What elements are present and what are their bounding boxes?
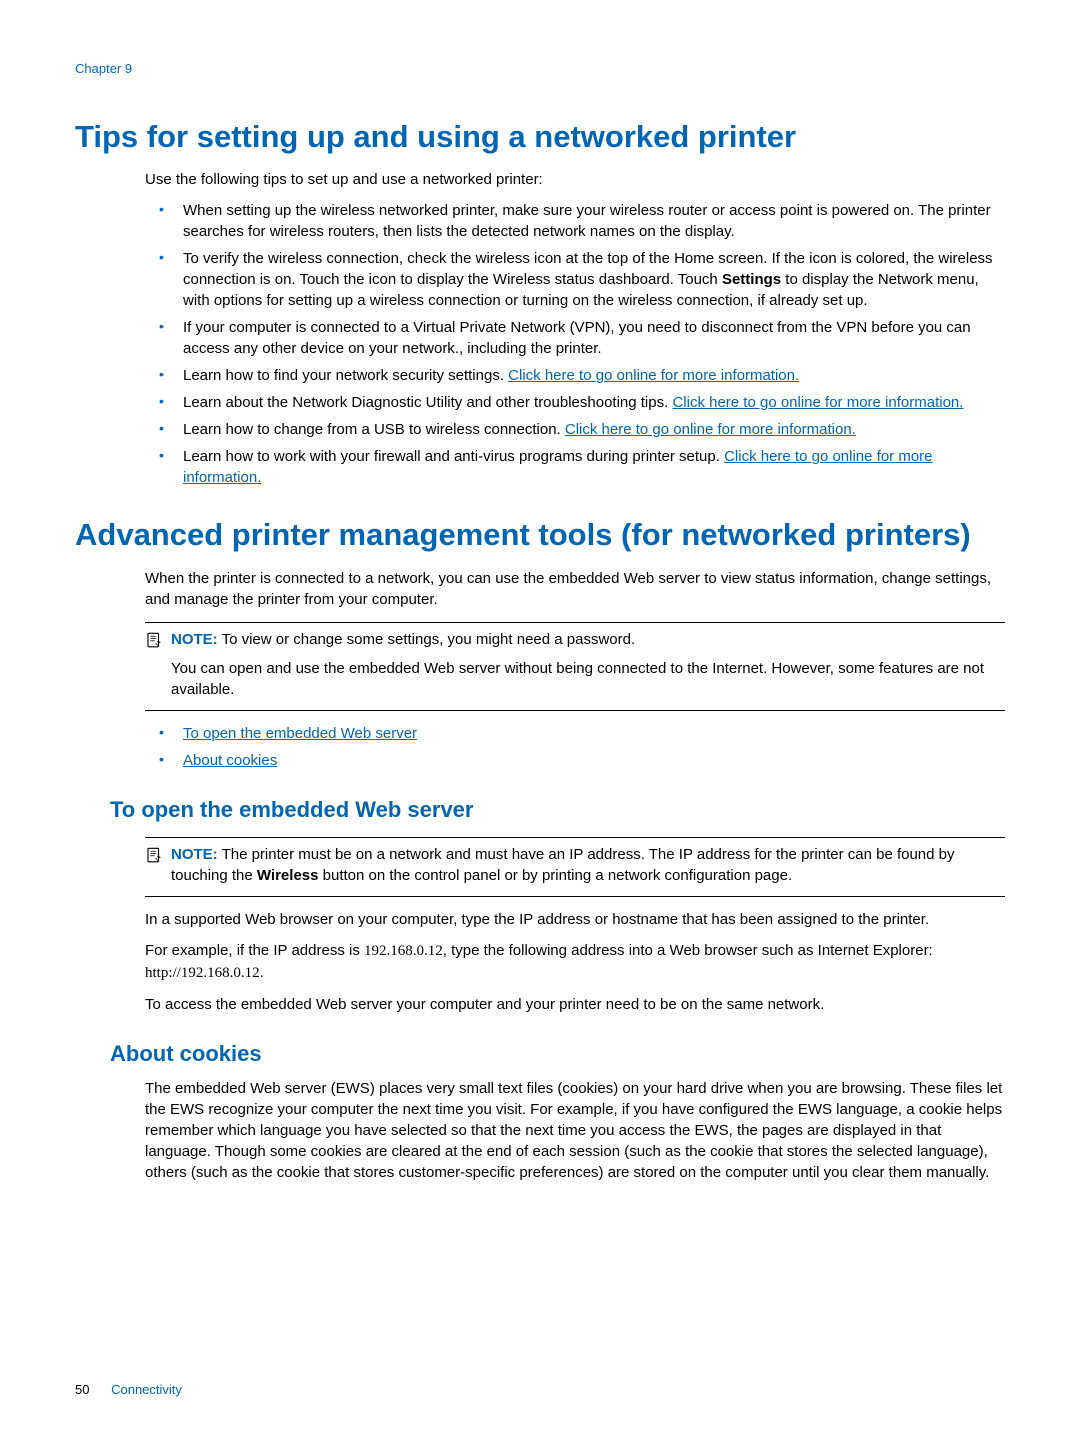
tip-item: When setting up the wireless networked p… xyxy=(145,200,1005,242)
note-bold: Wireless xyxy=(257,867,319,884)
open-paragraph: In a supported Web browser on your compu… xyxy=(145,909,1005,930)
toc-link[interactable]: About cookies xyxy=(183,752,277,769)
toc-list: To open the embedded Web server About co… xyxy=(145,723,1005,771)
tip-link[interactable]: Click here to go online for more informa… xyxy=(508,367,799,384)
tip-item: Learn how to work with your firewall and… xyxy=(145,446,1005,488)
url-text: http://192.168.0.12 xyxy=(145,965,260,981)
note-block: NOTE: The printer must be on a network a… xyxy=(145,837,1005,897)
tips-list: When setting up the wireless networked p… xyxy=(145,200,1005,488)
open-paragraph: To access the embedded Web server your c… xyxy=(145,994,1005,1015)
tip-item: Learn how to change from a USB to wirele… xyxy=(145,419,1005,440)
tip-bold: Settings xyxy=(722,271,781,288)
tip-text: Learn how to find your network security … xyxy=(183,367,508,384)
footer-page-number: 50 xyxy=(75,1382,89,1397)
toc-item: About cookies xyxy=(145,750,1005,771)
heading-tips: Tips for setting up and using a networke… xyxy=(75,118,1005,155)
page-footer: 50 Connectivity xyxy=(75,1381,182,1399)
toc-item: To open the embedded Web server xyxy=(145,723,1005,744)
note-label: NOTE: xyxy=(171,631,218,648)
open-text: , type the following address into a Web … xyxy=(443,942,933,959)
note-text: button on the control panel or by printi… xyxy=(318,867,792,884)
footer-section-name: Connectivity xyxy=(111,1382,182,1397)
heading-advanced: Advanced printer management tools (for n… xyxy=(75,516,1005,553)
note-content: NOTE: To view or change some settings, y… xyxy=(171,629,635,650)
open-text: . xyxy=(260,964,264,981)
advanced-intro: When the printer is connected to a netwo… xyxy=(145,568,1005,610)
tip-link[interactable]: Click here to go online for more informa… xyxy=(672,394,963,411)
tip-text: Learn how to change from a USB to wirele… xyxy=(183,421,565,438)
note-content: NOTE: The printer must be on a network a… xyxy=(171,844,1005,886)
note-icon xyxy=(145,631,163,649)
note-paragraph: You can open and use the embedded Web se… xyxy=(171,658,1005,700)
tip-item: To verify the wireless connection, check… xyxy=(145,248,1005,311)
tip-link[interactable]: Click here to go online for more informa… xyxy=(565,421,856,438)
open-paragraph: For example, if the IP address is 192.16… xyxy=(145,940,1005,984)
heading-open-ews: To open the embedded Web server xyxy=(110,795,1005,826)
toc-link[interactable]: To open the embedded Web server xyxy=(183,725,417,742)
cookies-paragraph: The embedded Web server (EWS) places ver… xyxy=(145,1078,1005,1183)
note-icon xyxy=(145,846,163,864)
chapter-label: Chapter 9 xyxy=(75,60,1005,78)
note-block: NOTE: To view or change some settings, y… xyxy=(145,622,1005,711)
tip-text: Learn about the Network Diagnostic Utili… xyxy=(183,394,672,411)
tip-item: Learn about the Network Diagnostic Utili… xyxy=(145,392,1005,413)
tips-intro: Use the following tips to set up and use… xyxy=(145,169,1005,190)
ip-address: 192.168.0.12 xyxy=(364,943,443,959)
tip-item: If your computer is connected to a Virtu… xyxy=(145,317,1005,359)
note-label: NOTE: xyxy=(171,846,218,863)
open-text: For example, if the IP address is xyxy=(145,942,364,959)
note-text: To view or change some settings, you mig… xyxy=(222,631,636,648)
heading-cookies: About cookies xyxy=(110,1039,1005,1070)
tip-text: Learn how to work with your firewall and… xyxy=(183,448,724,465)
tip-item: Learn how to find your network security … xyxy=(145,365,1005,386)
